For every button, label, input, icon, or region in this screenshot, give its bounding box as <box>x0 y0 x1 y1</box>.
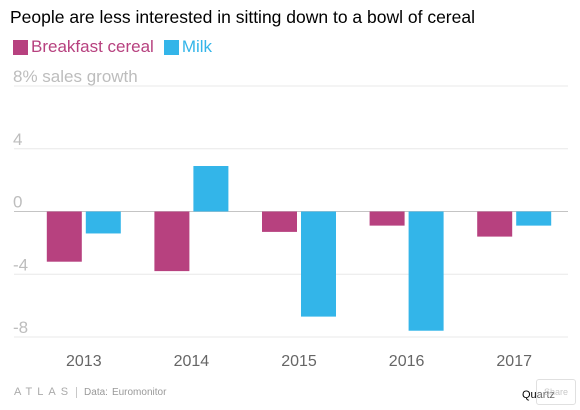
legend-item-cereal: Breakfast cereal <box>13 37 154 57</box>
bar-breakfast-cereal <box>477 211 513 237</box>
chart-title: People are less interested in sitting do… <box>10 7 475 27</box>
footer-divider <box>76 386 78 398</box>
y-tick-label: 8% sales growth <box>13 67 138 86</box>
share-button[interactable]: Share <box>536 379 576 405</box>
bar-breakfast-cereal <box>46 211 82 262</box>
footer: ATLAS Data: Euromonitor <box>14 386 166 398</box>
bar-chart: -8 -4 0 4 8% sales growth 2013 2014 2015 2016 201… <box>13 67 568 370</box>
quartz-brand: Quartz <box>522 389 556 401</box>
bar-milk <box>85 211 121 234</box>
y-tick-label: -4 <box>13 255 28 274</box>
x-tick-label: 2013 <box>66 353 102 370</box>
legend-label-cereal: Breakfast cereal <box>31 37 154 56</box>
legend-swatch-cereal <box>13 39 28 55</box>
bar-milk <box>408 211 444 331</box>
y-tick-label: 0 <box>13 193 22 212</box>
data-source: Euromonitor <box>111 386 167 398</box>
atlas-logo: ATLAS <box>14 386 74 398</box>
legend: Breakfast cereal Milk <box>13 37 222 57</box>
legend-item-milk: Milk <box>163 37 213 57</box>
bar-breakfast-cereal <box>154 211 190 272</box>
bar-milk <box>193 166 229 212</box>
bar-milk <box>301 211 336 317</box>
y-tick-label: -8 <box>13 318 28 337</box>
x-tick-label: 2016 <box>389 353 425 370</box>
x-tick-label: 2017 <box>496 353 532 370</box>
legend-label-milk: Milk <box>181 37 213 56</box>
bar-breakfast-cereal <box>369 211 405 226</box>
x-tick-label: 2015 <box>281 353 317 370</box>
legend-swatch-milk <box>163 39 179 55</box>
x-tick-label: 2014 <box>174 353 210 370</box>
bar-breakfast-cereal <box>262 211 297 232</box>
data-label: Data: <box>84 386 108 398</box>
y-tick-label: 4 <box>13 130 22 149</box>
bar-milk <box>516 211 552 226</box>
